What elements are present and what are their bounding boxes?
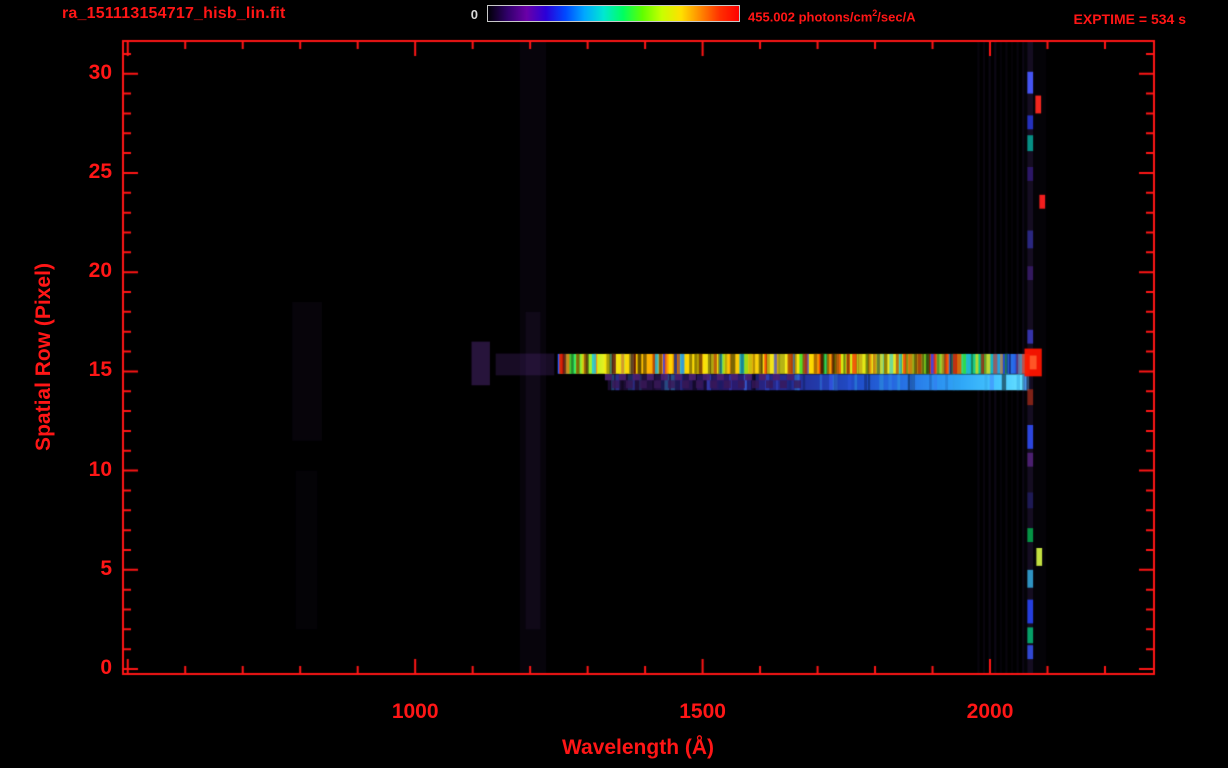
- y-tick-label: 10: [88, 457, 112, 481]
- colorbar-max-units: /sec/A: [877, 9, 916, 25]
- colorbar-max-value: 455.002 photons/cm: [748, 9, 873, 25]
- colorbar-min-label: 0: [470, 7, 478, 22]
- y-tick-label: 5: [100, 556, 112, 580]
- y-tick-label: 0: [100, 656, 112, 680]
- x-tick-label: 1500: [679, 700, 726, 723]
- colorbar-max-exponent: 2: [872, 8, 878, 18]
- y-tick-label: 15: [88, 358, 112, 382]
- y-tick-label: 20: [88, 259, 112, 283]
- x-axis-title: Wavelength (Å): [561, 736, 715, 759]
- y-tick-label: 30: [88, 60, 112, 84]
- y-tick-label: 25: [88, 159, 112, 183]
- file-title: ra_151113154717_hisb_lin.fit: [62, 5, 286, 22]
- exptime-label: EXPTIME = 534 s: [1073, 11, 1186, 27]
- x-tick-label: 1000: [391, 700, 439, 723]
- colorbar-max-label: 455.002 photons/cm2/sec/A: [748, 8, 916, 24]
- y-axis-title: Spatial Row (Pixel): [32, 263, 55, 451]
- colorbar: [487, 5, 740, 22]
- x-tick-label: 2000: [966, 700, 1014, 723]
